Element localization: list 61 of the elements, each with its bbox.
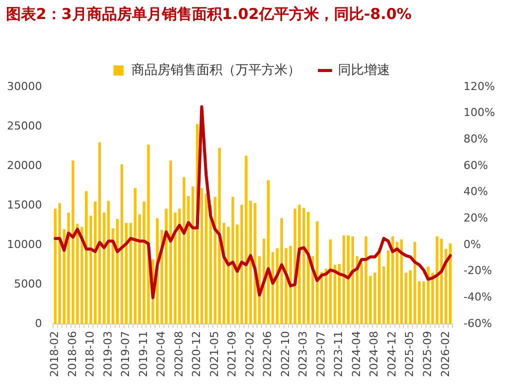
- x-tick-label: 2022-02: [243, 331, 256, 378]
- y2-tick-label: -40%: [464, 290, 492, 304]
- x-tick-label: 2023-07: [314, 331, 328, 378]
- bar: [120, 164, 124, 324]
- bar: [302, 208, 306, 324]
- bar: [418, 281, 421, 324]
- y2-tick-label: 120%: [464, 80, 496, 93]
- y-tick-label: 20000: [6, 158, 42, 172]
- y2-tick-label: 20%: [464, 212, 488, 225]
- chart-title: 图表2：3月商品房单月销售面积1.02亿平方米，同比-8.0%: [5, 4, 413, 25]
- x-tick-label: 2018-10: [84, 331, 97, 378]
- y-tick-label: 15000: [6, 198, 42, 212]
- bar: [124, 222, 128, 324]
- y-tick-label: 5000: [14, 277, 42, 290]
- x-tick-label: 2021-09: [226, 331, 239, 378]
- x-tick-label: 2024-12: [385, 331, 398, 378]
- x-tick-label: 2024-08: [368, 331, 381, 378]
- x-tick-label: 2023-11: [332, 331, 346, 378]
- bar: [94, 202, 96, 324]
- legend-label: 同比增速: [338, 62, 390, 78]
- x-tick-label: 2019-07: [119, 331, 132, 378]
- x-tick-label: 2022-06: [261, 331, 274, 378]
- y2-tick-label: 60%: [464, 158, 488, 172]
- x-tick-label: 2023-03: [296, 331, 310, 378]
- bar: [382, 266, 386, 324]
- legend-label: 商品房销售面积（万平方米）: [132, 62, 300, 78]
- x-tick-label: 2020-04: [154, 331, 168, 378]
- x-tick-label: 2025-05: [403, 331, 416, 378]
- bar: [386, 250, 390, 324]
- y2-tick-label: 100%: [464, 106, 496, 120]
- x-tick-label: 2020-12: [190, 331, 204, 378]
- x-tick-label: 2018-06: [66, 331, 79, 378]
- x-tick-label: 2018-02: [48, 331, 62, 378]
- bar: [129, 222, 132, 324]
- bar: [84, 191, 88, 324]
- bar: [422, 281, 426, 324]
- y-tick-label: 30000: [6, 80, 42, 93]
- bar: [54, 208, 57, 324]
- bar: [240, 204, 244, 324]
- y-tick-label: 25000: [6, 119, 42, 132]
- bar: [89, 216, 92, 324]
- y2-tick-label: 40%: [464, 185, 488, 198]
- x-tick-label: 2019-03: [101, 331, 114, 378]
- x-tick-label: 2025-09: [420, 331, 434, 378]
- bar: [192, 186, 194, 324]
- x-tick-label: 2024-04: [350, 331, 363, 378]
- x-tick-label: 2021-05: [208, 331, 221, 378]
- x-tick-label: 2020-08: [172, 331, 186, 378]
- x-tick-label: 2022-10: [278, 331, 292, 378]
- y-tick-label: 0: [34, 316, 42, 330]
- x-tick-label: 2019-11: [136, 331, 150, 378]
- y-tick-label: 10000: [6, 238, 42, 251]
- bar: [200, 188, 204, 324]
- bar: [231, 196, 234, 324]
- y2-tick-label: -20%: [464, 264, 492, 278]
- x-tick-label: 2026-02: [438, 331, 452, 378]
- y2-tick-label: 0%: [464, 238, 482, 251]
- y2-tick-label: 80%: [464, 132, 488, 146]
- bar: [342, 236, 346, 324]
- bar: [204, 194, 208, 324]
- y2-tick-label: -60%: [464, 316, 492, 330]
